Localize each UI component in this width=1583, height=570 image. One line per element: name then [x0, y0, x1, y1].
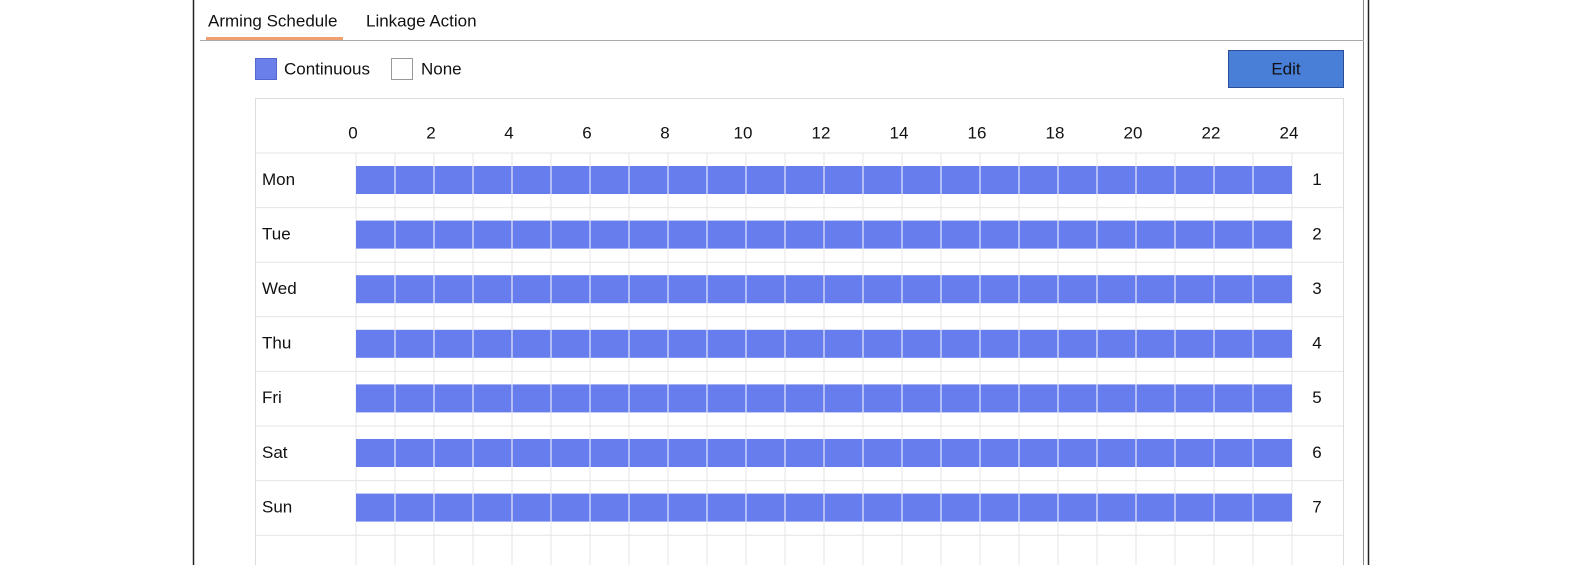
edit-button[interactable] [1228, 50, 1344, 88]
row-number: 7 [1312, 497, 1321, 516]
row-number: 3 [1312, 279, 1321, 298]
tab[interactable]: Arming Schedule [208, 11, 337, 30]
legend-swatch [391, 58, 413, 80]
day-label: Mon [262, 170, 295, 189]
day-label: Sun [262, 497, 292, 516]
legend-label: None [421, 59, 462, 78]
hour-label: 18 [1046, 123, 1065, 142]
tab[interactable]: Linkage Action [366, 11, 477, 30]
legend-label: Continuous [284, 59, 370, 78]
hour-label: 4 [504, 123, 513, 142]
hour-label: 0 [348, 123, 357, 142]
row-number: 5 [1312, 388, 1321, 407]
day-label: Tue [262, 224, 291, 243]
schedule-grid [255, 98, 1344, 570]
hour-label: 16 [968, 123, 987, 142]
row-number: 4 [1312, 334, 1321, 353]
hour-label: 14 [890, 123, 909, 142]
hour-label: 22 [1202, 123, 1221, 142]
hour-label: 6 [582, 123, 591, 142]
hour-label: 24 [1280, 123, 1299, 142]
hour-label: 20 [1124, 123, 1143, 142]
day-label: Thu [262, 334, 291, 353]
hour-label: 10 [734, 123, 753, 142]
hour-label: 2 [426, 123, 435, 142]
hour-label: 8 [660, 123, 669, 142]
active-tab-underline [206, 37, 343, 40]
row-number: 6 [1312, 443, 1321, 462]
day-label: Wed [262, 279, 297, 298]
hour-label: 12 [812, 123, 831, 142]
row-number: 2 [1312, 224, 1321, 243]
row-number: 1 [1312, 170, 1321, 189]
day-label: Fri [262, 388, 282, 407]
edit-button-label[interactable]: Edit [1271, 59, 1301, 78]
legend-swatch [255, 58, 277, 80]
day-label: Sat [262, 443, 288, 462]
